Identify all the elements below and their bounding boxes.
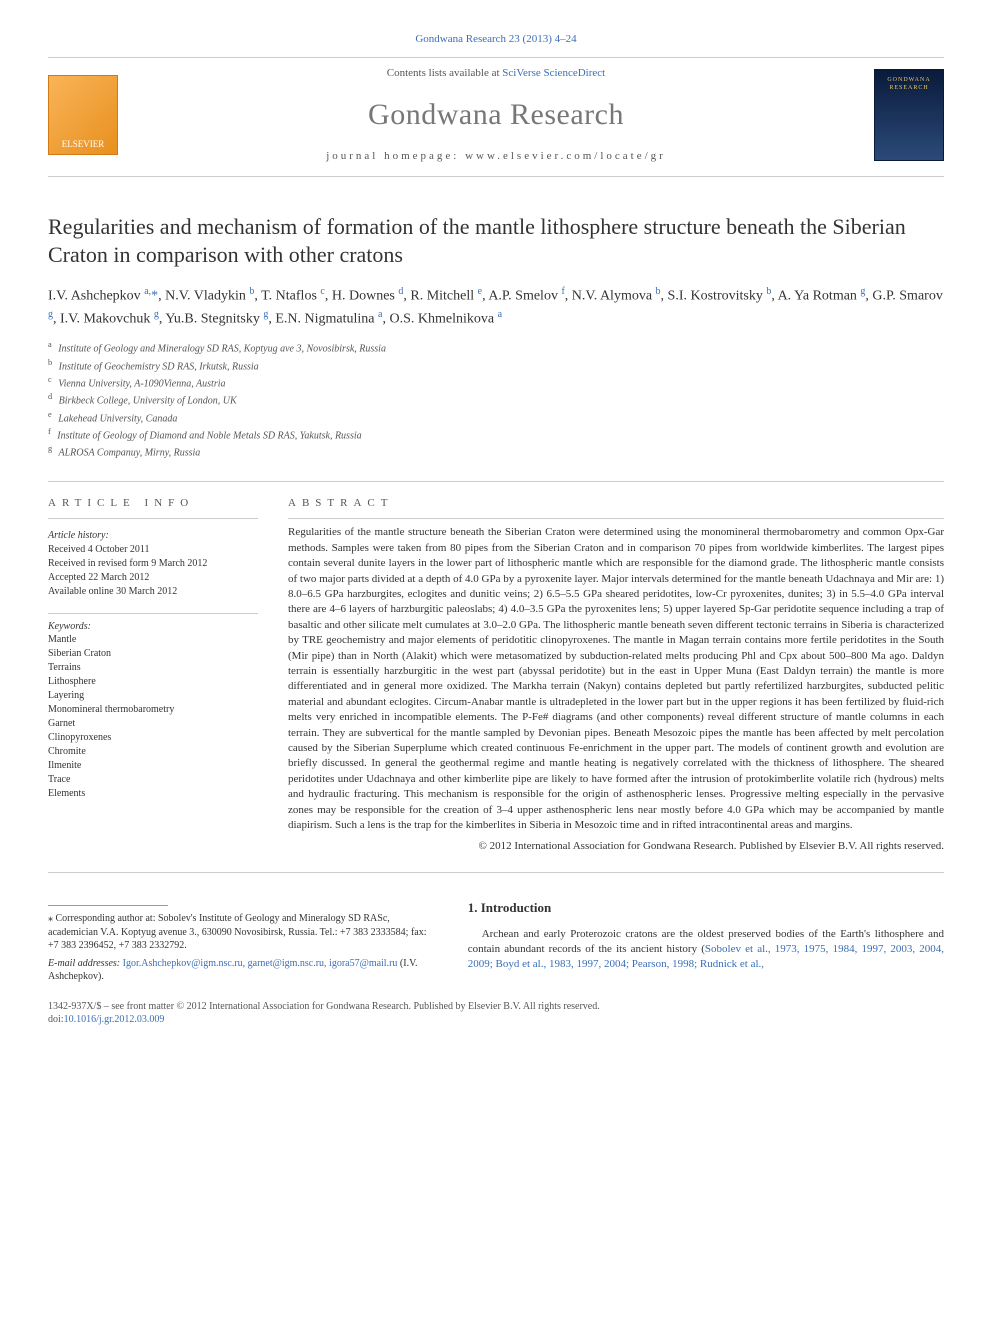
affiliation-item: e Lakehead University, Canada — [48, 409, 944, 426]
contents-available-line: Contents lists available at SciVerse Sci… — [138, 66, 854, 81]
history-item: Available online 30 March 2012 — [48, 585, 258, 599]
keywords-block: Keywords: MantleSiberian CratonTerrainsL… — [48, 613, 258, 802]
correspondence-footnote: ⁎ Corresponding author at: Sobolev's Ins… — [48, 899, 438, 984]
affiliation-item: g ALROSA Companuy, Mirny, Russia — [48, 443, 944, 460]
doi-prefix: doi: — [48, 1014, 64, 1025]
email-label: E-mail addresses: — [48, 958, 123, 969]
section-heading: 1. Introduction — [468, 899, 944, 917]
correspondence-text: Corresponding author at: Sobolev's Insti… — [48, 913, 427, 951]
abstract-text: Regularities of the mantle structure ben… — [288, 525, 944, 833]
affiliation-item: f Institute of Geology of Diamond and No… — [48, 426, 944, 443]
history-item: Accepted 22 March 2012 — [48, 571, 258, 585]
info-abstract-row: ARTICLE INFO Article history: Received 4… — [48, 496, 944, 855]
affiliation-item: c Vienna University, A-1090Vienna, Austr… — [48, 374, 944, 391]
affiliation-item: a Institute of Geology and Mineralogy SD… — [48, 339, 944, 356]
contents-prefix: Contents lists available at — [387, 67, 502, 79]
email-addresses-link[interactable]: Igor.Ashchepkov@igm.nsc.ru, garnet@igm.n… — [123, 958, 398, 969]
sciencedirect-link[interactable]: SciVerse ScienceDirect — [502, 67, 605, 79]
issn-copyright-line: 1342-937X/$ – see front matter © 2012 In… — [48, 1000, 944, 1014]
journal-header: ELSEVIER Contents lists available at Sci… — [48, 57, 944, 177]
keyword-item: Siberian Craton — [48, 647, 258, 661]
article-history-block: Article history: Received 4 October 2011… — [48, 529, 258, 599]
elsevier-logo: ELSEVIER — [48, 75, 118, 155]
affiliations-list: a Institute of Geology and Mineralogy SD… — [48, 339, 944, 460]
email-line: E-mail addresses: Igor.Ashchepkov@igm.ns… — [48, 957, 438, 984]
journal-cover-thumbnail: GONDWANA RESEARCH — [874, 69, 944, 161]
elsevier-label: ELSEVIER — [62, 138, 105, 150]
affiliation-item: d Birkbeck College, University of London… — [48, 391, 944, 408]
doi-link[interactable]: 10.1016/j.gr.2012.03.009 — [64, 1014, 165, 1025]
divider — [48, 872, 944, 873]
divider — [288, 518, 944, 519]
journal-homepage-link[interactable]: journal homepage: www.elsevier.com/locat… — [138, 149, 854, 164]
keyword-item: Chromite — [48, 745, 258, 759]
header-center: Contents lists available at SciVerse Sci… — [118, 66, 874, 164]
star-icon: ⁎ — [48, 913, 53, 924]
cover-label: GONDWANA RESEARCH — [879, 76, 939, 92]
article-info-column: ARTICLE INFO Article history: Received 4… — [48, 496, 258, 855]
article-info-label: ARTICLE INFO — [48, 496, 258, 511]
abstract-copyright: © 2012 International Association for Gon… — [288, 839, 944, 854]
keyword-item: Garnet — [48, 717, 258, 731]
history-item: Received 4 October 2011 — [48, 543, 258, 557]
corresponding-author-note: ⁎ Corresponding author at: Sobolev's Ins… — [48, 912, 438, 953]
journal-name: Gondwana Research — [138, 95, 854, 136]
keyword-item: Monomineral thermobarometry — [48, 703, 258, 717]
article-title: Regularities and mechanism of formation … — [48, 213, 944, 268]
divider — [48, 481, 944, 482]
introduction-section: 1. Introduction Archean and early Proter… — [468, 899, 944, 984]
footnote-rule — [48, 905, 168, 906]
journal-citation-link[interactable]: Gondwana Research 23 (2013) 4–24 — [48, 32, 944, 47]
intro-paragraph: Archean and early Proterozoic cratons ar… — [468, 927, 944, 973]
divider — [48, 518, 258, 519]
abstract-column: ABSTRACT Regularities of the mantle stru… — [288, 496, 944, 855]
keyword-item: Clinopyroxenes — [48, 731, 258, 745]
keyword-item: Mantle — [48, 633, 258, 647]
keyword-item: Layering — [48, 689, 258, 703]
keyword-item: Ilmenite — [48, 759, 258, 773]
footer-block: 1342-937X/$ – see front matter © 2012 In… — [48, 1000, 944, 1027]
abstract-label: ABSTRACT — [288, 496, 944, 511]
keywords-label: Keywords: — [48, 620, 258, 634]
keyword-item: Lithosphere — [48, 675, 258, 689]
keyword-item: Trace — [48, 773, 258, 787]
lower-two-column: ⁎ Corresponding author at: Sobolev's Ins… — [48, 899, 944, 984]
history-label: Article history: — [48, 529, 258, 543]
history-item: Received in revised form 9 March 2012 — [48, 557, 258, 571]
authors-list: I.V. Ashchepkov a,*, N.V. Vladykin b, T.… — [48, 284, 944, 329]
keyword-item: Elements — [48, 787, 258, 801]
affiliation-item: b Institute of Geochemistry SD RAS, Irku… — [48, 357, 944, 374]
doi-line: doi:10.1016/j.gr.2012.03.009 — [48, 1013, 944, 1027]
keyword-item: Terrains — [48, 661, 258, 675]
